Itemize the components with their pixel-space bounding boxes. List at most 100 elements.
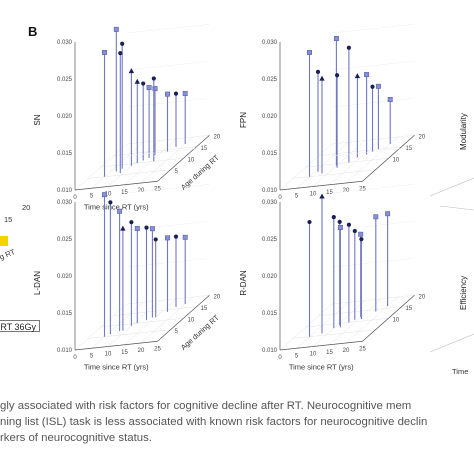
data-point-square (387, 97, 393, 102)
wall-grid-line (126, 258, 210, 268)
data-point-square (152, 86, 158, 92)
data-point-circle (307, 219, 312, 225)
z-tick-label: 0.010 (57, 348, 73, 354)
z-tick-label: 0.030 (262, 200, 278, 206)
depth-tick-label: 5 (175, 169, 179, 175)
data-point-triangle (354, 73, 361, 79)
x-tick-label: 25 (359, 346, 366, 352)
legend-color-swatch (0, 236, 8, 246)
depth-axis (157, 294, 210, 342)
floor-grid-depth (305, 158, 389, 168)
data-point-circle (346, 222, 351, 227)
x-tick-label: 20 (343, 348, 350, 354)
depth-axis (362, 134, 415, 182)
data-point-square (165, 235, 170, 241)
data-point-circle (315, 69, 321, 74)
right-ylabel-modularity: Modularity (459, 113, 468, 150)
data-point-circle (173, 234, 179, 239)
x-tick-label: 10 (310, 352, 317, 358)
wall-grid-line (331, 184, 415, 194)
x-tick-label: 10 (105, 192, 112, 198)
wall-grid-line (331, 135, 415, 145)
depth-axis (157, 134, 210, 182)
floor-grid-depth (100, 318, 184, 328)
z-tick-label: 0.030 (57, 40, 73, 46)
wall-grid-line (331, 147, 415, 157)
depth-axis-label: Age during RT (179, 153, 221, 192)
x-tick-label: 0 (278, 355, 282, 361)
data-point-triangle (319, 193, 325, 199)
depth-tick-label: 15 (406, 146, 413, 152)
depth-tick-label: 20 (419, 134, 426, 140)
wall-grid-line (126, 295, 210, 305)
floor-grid-depth (292, 329, 376, 339)
z-tick-label: 0.010 (57, 188, 73, 194)
x-axis-label: Time since RT (yrs) (84, 203, 149, 212)
z-tick-label: 0.030 (262, 40, 278, 46)
data-point-triangle (128, 68, 135, 74)
z-tick-label: 0.025 (262, 77, 278, 83)
data-point-square (307, 49, 312, 55)
wall-grid-line (331, 98, 415, 108)
x-tick-label: 5 (295, 193, 299, 199)
wall-grid-line (126, 147, 210, 157)
x-tick-label: 20 (138, 188, 145, 194)
wall-grid-line (126, 98, 210, 108)
data-point-square (358, 231, 364, 237)
data-point-square (102, 192, 107, 198)
z-tick-label: 0.015 (57, 151, 73, 157)
z-tick-label: 0.030 (57, 200, 73, 206)
data-point-square (364, 72, 370, 78)
depth-tick-label: 15 (201, 306, 208, 312)
z-tick-label: 0.020 (57, 274, 73, 280)
depth-tick-label: 5 (175, 329, 179, 335)
right-partial-axis-top (429, 177, 474, 197)
z-axis-label: R-DAN (239, 270, 248, 296)
depth-tick-label: 15 (201, 146, 208, 152)
floor-grid-depth (292, 169, 376, 179)
data-point-circle (370, 84, 375, 89)
data-point-circle (120, 41, 125, 46)
z-axis-label: SN (33, 114, 42, 125)
x-tick-label: 15 (326, 190, 333, 196)
wall-grid-line (126, 184, 210, 194)
z-tick-label: 0.020 (57, 114, 73, 120)
data-point-triangle (120, 225, 126, 231)
x-tick-label: 0 (73, 195, 77, 201)
data-point-circle (129, 220, 134, 225)
depth-tick-label: 10 (393, 157, 400, 163)
z-tick-label: 0.025 (57, 77, 73, 83)
x-tick-label: 25 (154, 186, 161, 192)
data-point-circle (173, 91, 179, 96)
wall-grid-line (331, 221, 415, 231)
data-point-square (102, 49, 107, 55)
floor-grid-depth (87, 169, 171, 179)
caption-line-3: rkers of neurocognitive status. (0, 432, 152, 444)
z-tick-label: 0.015 (262, 311, 278, 317)
x-tick-label: 25 (154, 346, 161, 352)
data-point-square (113, 26, 119, 32)
z-tick-label: 0.015 (57, 311, 73, 317)
data-point-square (337, 225, 343, 230)
floor-grid-depth (305, 318, 389, 328)
depth-tick-label: 20 (419, 294, 426, 300)
z-tick-label: 0.020 (262, 274, 278, 280)
data-point-triangle (319, 75, 325, 81)
x-axis-label: Time since RT (yrs) (84, 363, 149, 372)
data-point-circle (352, 228, 357, 234)
z-tick-label: 0.010 (262, 188, 278, 194)
data-point-circle (346, 45, 351, 50)
data-point-square (182, 234, 188, 240)
floor-grid-depth (100, 158, 184, 168)
wall-grid-line (331, 258, 415, 268)
z-tick-label: 0.020 (262, 114, 278, 120)
depth-tick-label: 20 (214, 134, 221, 140)
data-point-square (149, 226, 155, 232)
wall-grid-line (126, 24, 210, 34)
x-axis-label: Time since RT (yrs) (289, 363, 354, 372)
data-point-triangle (134, 78, 140, 84)
x-tick-label: 10 (310, 192, 317, 198)
data-point-square (375, 83, 381, 89)
